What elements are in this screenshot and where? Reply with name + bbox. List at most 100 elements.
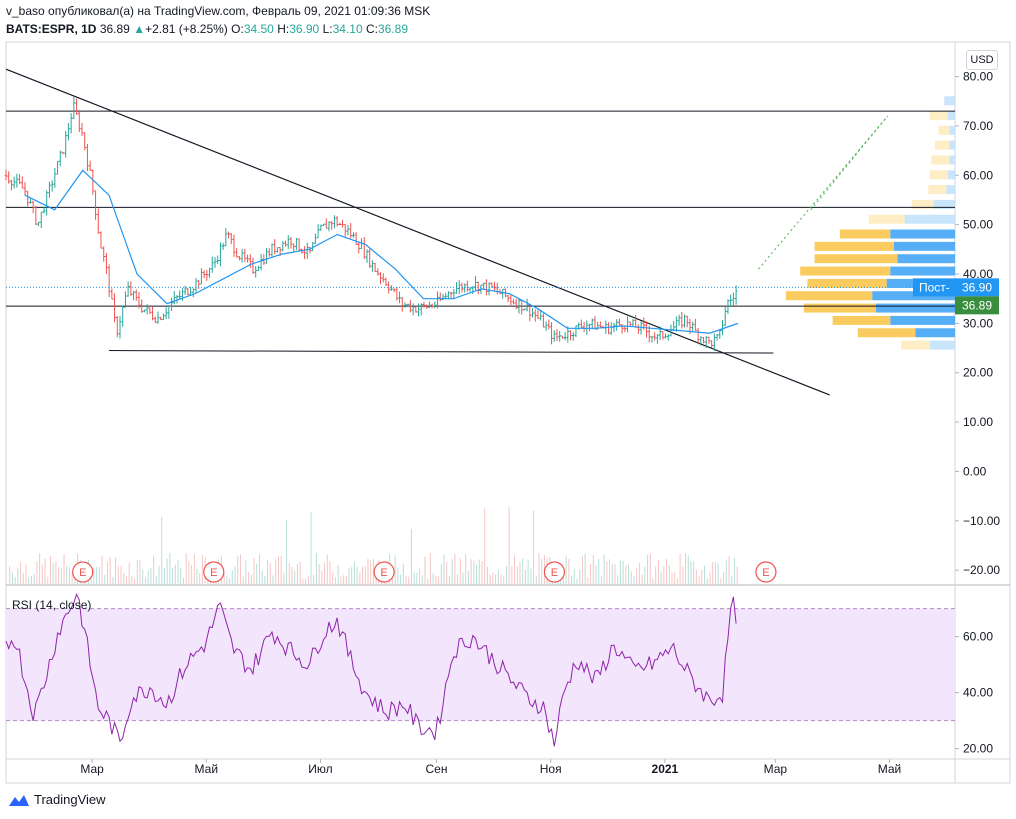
time-tick-label: Май [878,762,902,776]
volume-profile-sell-bar [946,185,955,195]
volume-profile-sell-bar [929,340,955,350]
rsi-tick-label: 20.00 [963,742,993,756]
currency-button[interactable]: USD [966,50,998,70]
last-price-value: 36.89 [962,298,992,312]
earnings-marker-icon [72,561,94,583]
time-tick-label: Мар [80,762,104,776]
price-tick-label: −20.00 [963,563,1000,577]
volume-profile-buy-bar [938,125,950,135]
volume-profile-buy-bar [803,303,876,313]
author-name: v_baso [6,4,45,18]
volume-profile-buy-bar [814,241,894,251]
price-tick-label: 10.00 [963,415,993,429]
price-tick-label: 80.00 [963,70,993,84]
price-tick-label: 50.00 [963,218,993,232]
volume-profile-sell-bar [949,125,955,135]
volume-profile-buy-bar [929,111,948,121]
price-tick-label: 40.00 [963,267,993,281]
time-tick-label: Сен [426,762,448,776]
change-value: +2.81 (+8.25%) [145,22,228,36]
volume-profile-sell-bar [944,96,955,106]
earnings-marker-label: E [762,567,769,579]
volume-profile-buy-bar [931,155,950,165]
volume-profile-buy-bar [901,340,930,350]
projection-line [810,115,889,211]
ohlc-legend: BATS:ESPR, 1D 36.89 ▲+2.81 (+8.25%) O:34… [6,22,408,36]
post-market-price-bg [955,278,999,297]
volume-profile-buy-bar [929,170,948,180]
earnings-marker-icon [543,561,566,583]
price-tick-label: 0.00 [963,464,987,478]
high-value: 36.90 [289,22,320,36]
price-tick-label: 20.00 [963,366,993,380]
earnings-marker-label: E [210,567,217,579]
support-line [108,350,774,354]
low-value: 34.10 [332,22,363,36]
close-label: C: [365,22,378,36]
time-tick-label: 2021 [652,762,679,776]
volume-profile-buy-bar [832,315,891,325]
volume-profile-sell-bar [890,315,955,325]
rsi-tick-label: 40.00 [963,686,993,700]
volume-profile-sell-bar [915,328,955,338]
earnings-marker-icon [755,561,777,583]
volume-profile-sell-bar [949,155,955,165]
moving-average-line [24,169,739,334]
earnings-marker-label: E [551,567,558,579]
volume-profile-buy-bar [785,291,873,301]
last-price-bg [955,296,999,315]
time-tick-label: Июл [308,762,332,776]
rsi-title: RSI (14, close) [12,598,92,612]
post-market-price: 36.90 [962,280,992,294]
chart-frame [5,41,1011,784]
projection-line [758,115,888,270]
volume-profile-buy-bar [857,328,916,338]
volume-profile-sell-bar [893,241,955,251]
rsi-band-fill [6,608,955,721]
volume-profile-buy-bar [807,278,887,288]
volume-profile-sell-bar [949,140,955,150]
volume-profile-buy-bar [800,266,891,276]
open-value: 34.50 [243,22,274,36]
volume-profile-buy-bar [868,214,905,224]
time-tick-label: Мар [764,762,788,776]
earnings-marker-icon [203,561,225,583]
volume-profile-sell-bar [875,303,955,313]
volume-profile-sell-bar [933,199,955,209]
volume-profile-buy-bar [814,254,898,264]
volume-profile-sell-bar [890,266,955,276]
volume-profile-buy-bar [839,229,891,239]
post-market-label-bg [913,278,955,297]
post-market-label: Пост- [919,280,950,294]
up-arrow-icon: ▲ [133,22,146,36]
rsi-line [5,592,737,747]
time-tick-label: Ноя [540,762,562,776]
volume-profile-buy-bar [934,140,950,150]
brand-name: TradingView [34,792,106,807]
footer-brand[interactable]: TradingView [8,792,106,807]
volume-profile-buy-bar [928,185,947,195]
volume-profile-sell-bar [904,214,955,224]
close-value: 36.89 [377,22,408,36]
volume-profile-sell-bar [947,170,955,180]
rsi-tick-label: 60.00 [963,630,993,644]
price-tick-label: −10.00 [963,514,1000,528]
volume-profile-buy-bar [911,199,934,209]
high-label: H: [277,22,290,36]
volume-profile-sell-bar [947,111,955,121]
earnings-marker-label: E [79,567,86,579]
price-tick-label: 70.00 [963,119,993,133]
volume-profile-sell-bar [890,229,955,239]
last-price: 36.89 [99,22,130,36]
published-text: опубликовал(а) на TradingView.com, Февра… [48,4,431,18]
price-tick-label: 30.00 [963,316,993,330]
publish-info: v_baso опубликовал(а) на TradingView.com… [6,4,430,18]
price-tick-label: 60.00 [963,168,993,182]
earnings-marker-icon [373,561,395,583]
symbol-label: BATS:ESPR, 1D [6,22,97,36]
trend-line [5,68,830,396]
volume-profile-sell-bar [897,254,955,264]
open-label: O: [231,22,244,36]
low-label: L: [322,22,333,36]
